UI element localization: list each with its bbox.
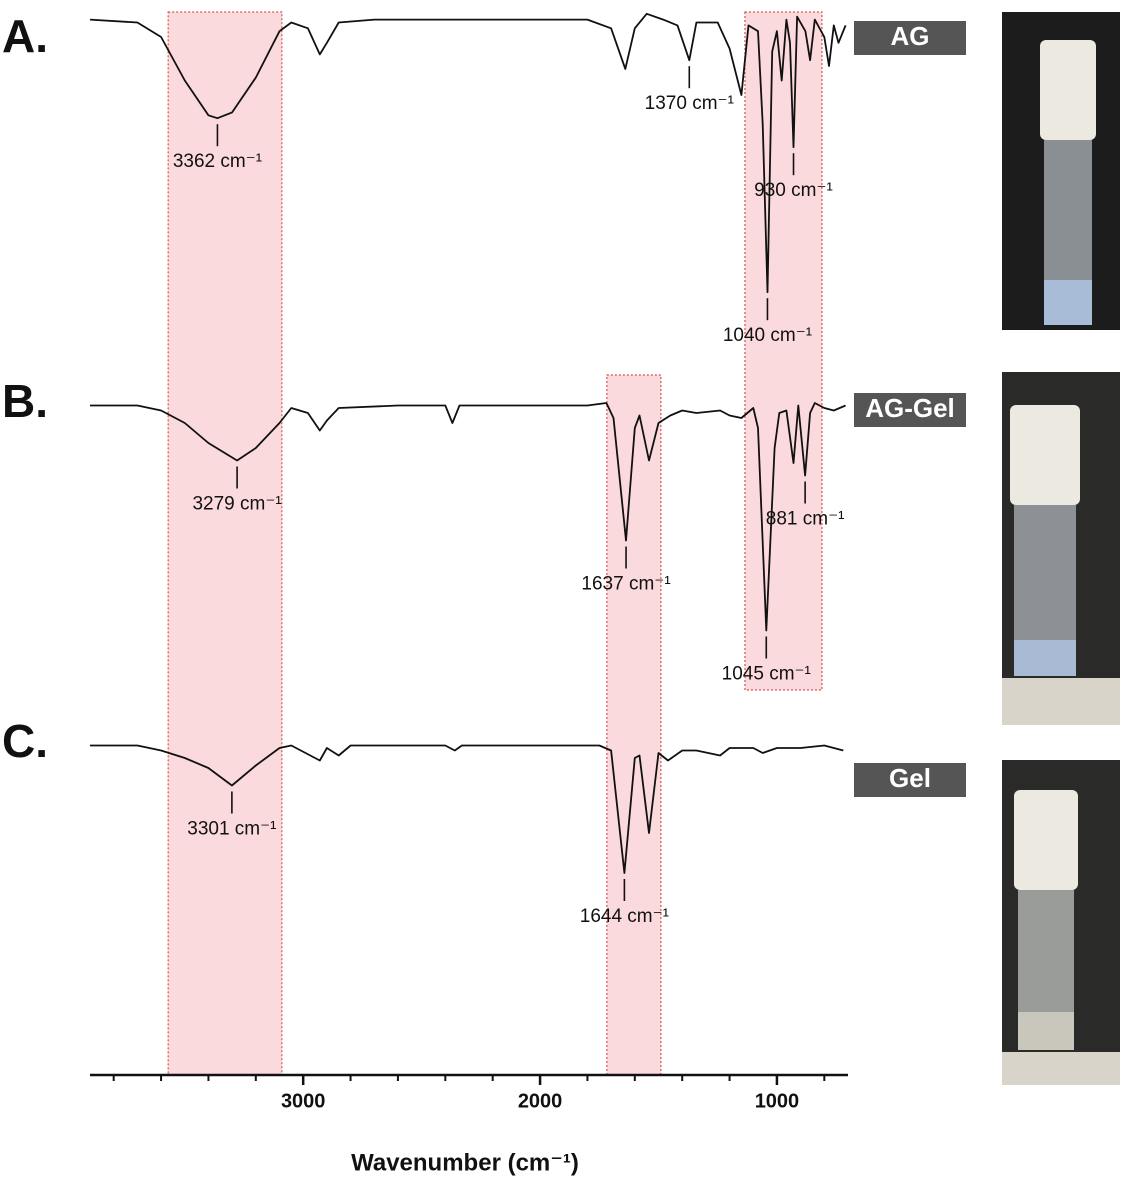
spectrum-line <box>90 402 846 632</box>
vial-photo <box>1002 760 1120 1085</box>
peak-label: 1040 cm⁻¹ <box>723 325 812 346</box>
x-tick-label: 1000 <box>755 1090 800 1112</box>
series-tag-box <box>854 763 966 797</box>
peak-label: 3301 cm⁻¹ <box>187 819 276 840</box>
series-tag: AG <box>854 21 966 55</box>
peak-label: 930 cm⁻¹ <box>754 180 833 201</box>
legend-label: AG <box>891 21 930 51</box>
peak-label: 1370 cm⁻¹ <box>645 93 734 114</box>
highlight-band <box>744 11 823 691</box>
panel-label: B. <box>2 375 48 427</box>
x-tick-label: 2000 <box>518 1090 563 1112</box>
peak-label: 1644 cm⁻¹ <box>580 906 669 927</box>
peak-label: 3279 cm⁻¹ <box>192 494 281 515</box>
peak-label: 881 cm⁻¹ <box>766 509 845 530</box>
series-tag-box <box>854 21 966 55</box>
series-tag: Gel <box>854 763 966 797</box>
peak-label: 1045 cm⁻¹ <box>722 664 811 685</box>
series-tag-box <box>854 393 966 427</box>
peak-label: 1637 cm⁻¹ <box>581 574 670 595</box>
panel-label: C. <box>2 715 48 767</box>
peak-label: 3362 cm⁻¹ <box>173 151 262 172</box>
panel-label: A. <box>2 10 48 62</box>
legend-label: Gel <box>889 763 931 793</box>
x-tick-label: 3000 <box>281 1090 326 1112</box>
highlight-band <box>606 374 662 1076</box>
legend-label: AG-Gel <box>865 393 955 423</box>
x-axis-title: Wavenumber (cm⁻¹) <box>351 1149 579 1176</box>
spectrum-line <box>90 744 844 874</box>
series-tag: AG-Gel <box>854 393 966 427</box>
spectrum-line <box>89 12 847 294</box>
vial-photo <box>1002 372 1120 725</box>
highlight-band <box>167 11 283 1076</box>
vial-photo <box>1002 12 1120 330</box>
